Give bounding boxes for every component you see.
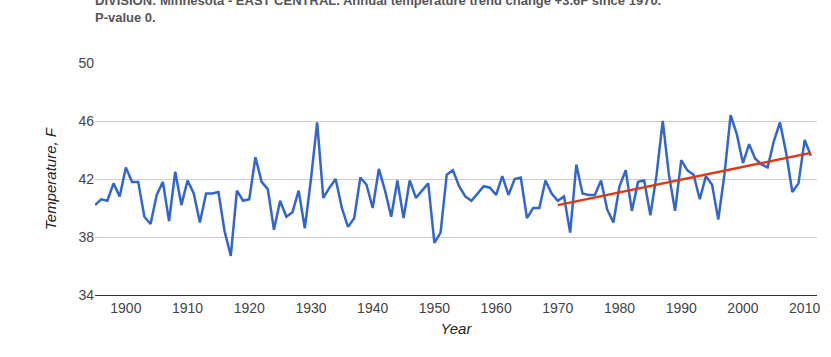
svg-text:1900: 1900	[110, 300, 141, 316]
svg-text:46: 46	[78, 113, 94, 129]
svg-text:1960: 1960	[481, 300, 512, 316]
svg-text:1940: 1940	[357, 300, 388, 316]
svg-text:2010: 2010	[789, 300, 820, 316]
svg-text:50: 50	[78, 55, 94, 71]
svg-text:1920: 1920	[234, 300, 265, 316]
svg-text:38: 38	[78, 229, 94, 245]
svg-text:42: 42	[78, 171, 94, 187]
svg-text:2000: 2000	[727, 300, 758, 316]
svg-text:1910: 1910	[172, 300, 203, 316]
svg-text:1990: 1990	[666, 300, 697, 316]
svg-text:34: 34	[78, 287, 94, 303]
svg-text:Temperature, F: Temperature, F	[42, 127, 59, 230]
svg-text:1980: 1980	[604, 300, 635, 316]
svg-text:1930: 1930	[295, 300, 326, 316]
svg-text:1970: 1970	[542, 300, 573, 316]
svg-text:Year: Year	[441, 320, 473, 337]
svg-text:DIVISION: Minnesota - EAST CEN: DIVISION: Minnesota - EAST CENTRAL. Annu…	[95, 0, 661, 25]
svg-text:1950: 1950	[419, 300, 450, 316]
